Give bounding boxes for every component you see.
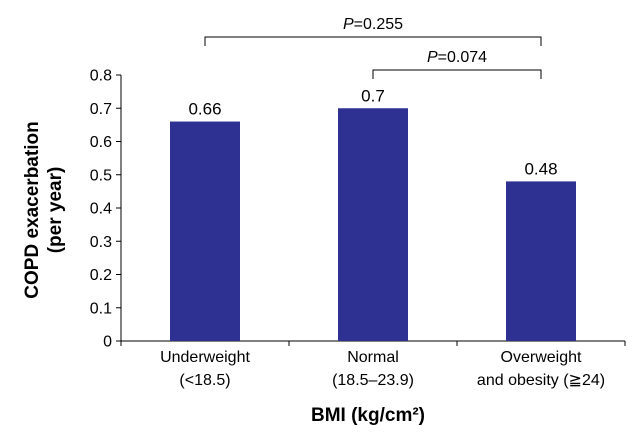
x-tick-label: and obesity (≧24) bbox=[477, 372, 605, 389]
y-axis-title-line-1: COPD exacerbation bbox=[22, 121, 43, 298]
y-axis-title-line-2: (per year) bbox=[45, 167, 66, 254]
x-tick-label: Underweight bbox=[160, 349, 250, 366]
x-tick-label: (<18.5) bbox=[179, 372, 230, 389]
y-tick-label: 0.3 bbox=[90, 234, 112, 251]
y-tick-label: 0.4 bbox=[90, 201, 112, 218]
bar bbox=[170, 121, 240, 341]
significance-bracket bbox=[204, 36, 542, 46]
category-labels: Underweight (<18.5) Normal (18.5–23.9) Overw… bbox=[160, 349, 605, 389]
y-tick-label: 0.1 bbox=[90, 300, 112, 317]
bar bbox=[338, 108, 408, 341]
y-tick-label: 0.6 bbox=[90, 134, 112, 151]
y-tick-label: 0.2 bbox=[90, 267, 112, 284]
data-label: 0.66 bbox=[188, 100, 221, 119]
y-tick-label: 0.8 bbox=[90, 68, 112, 85]
data-label: 0.7 bbox=[361, 86, 385, 105]
bars bbox=[170, 108, 576, 341]
y-tick-label: 0.5 bbox=[90, 167, 112, 184]
y-axis-title: COPD exacerbation (per year) bbox=[22, 121, 66, 298]
p-value-label: P=0.074 bbox=[427, 49, 487, 66]
value-labels: 0.66 0.7 0.48 bbox=[188, 86, 557, 178]
x-tick-label: Normal bbox=[347, 349, 399, 366]
x-tick-label: Overweight bbox=[501, 349, 582, 366]
x-axis-title: BMI (kg/cm²) bbox=[311, 405, 425, 426]
y-tick-label: 0.7 bbox=[90, 101, 112, 118]
bar bbox=[506, 181, 576, 341]
significance-brackets: P=0.255 P=0.074 bbox=[204, 16, 542, 79]
x-tick-label: (18.5–23.9) bbox=[332, 372, 414, 389]
p-value-label: P=0.255 bbox=[343, 16, 403, 33]
significance-bracket bbox=[372, 69, 542, 79]
y-tick-label: 0 bbox=[103, 334, 112, 351]
x-axis bbox=[120, 340, 626, 346]
y-axis: 0 0.1 0.2 0.3 0.4 0.5 0.6 0.7 0.8 bbox=[90, 68, 122, 351]
data-label: 0.48 bbox=[524, 159, 557, 178]
